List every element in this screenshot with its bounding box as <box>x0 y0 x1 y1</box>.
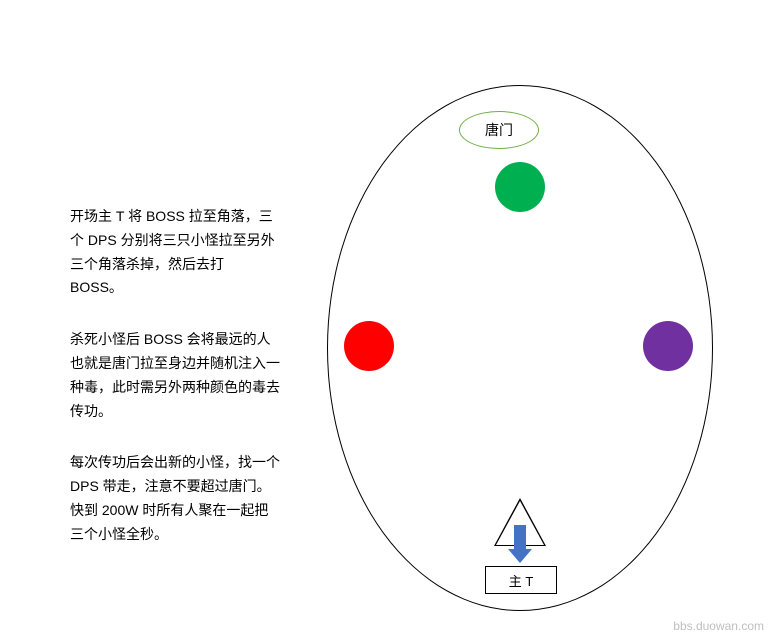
circle-purple <box>643 321 693 371</box>
circle-red <box>344 321 394 371</box>
paragraph-2: 杀死小怪后 BOSS 会将最远的人也就是唐门拉至身边并随机注入一种毒，此时需另外… <box>70 328 280 423</box>
main-tank-label-text: 主 T <box>509 571 534 590</box>
paragraph-3: 每次传功后会出新的小怪，找一个 DPS 带走，注意不要超过唐门。快到 200W … <box>70 451 280 546</box>
watermark-text: bbs.duowan.com <box>673 619 764 633</box>
tangmen-label-ellipse: 唐门 <box>459 111 539 149</box>
battle-diagram: 唐门 主 T <box>305 48 735 613</box>
tangmen-label-text: 唐门 <box>485 120 513 140</box>
instruction-text-column: 开场主 T 将 BOSS 拉至角落，三个 DPS 分别将三只小怪拉至另外三个角落… <box>70 205 280 575</box>
main-tank-label-box: 主 T <box>485 566 557 594</box>
paragraph-1: 开场主 T 将 BOSS 拉至角落，三个 DPS 分别将三只小怪拉至另外三个角落… <box>70 205 280 300</box>
circle-green <box>495 162 545 212</box>
